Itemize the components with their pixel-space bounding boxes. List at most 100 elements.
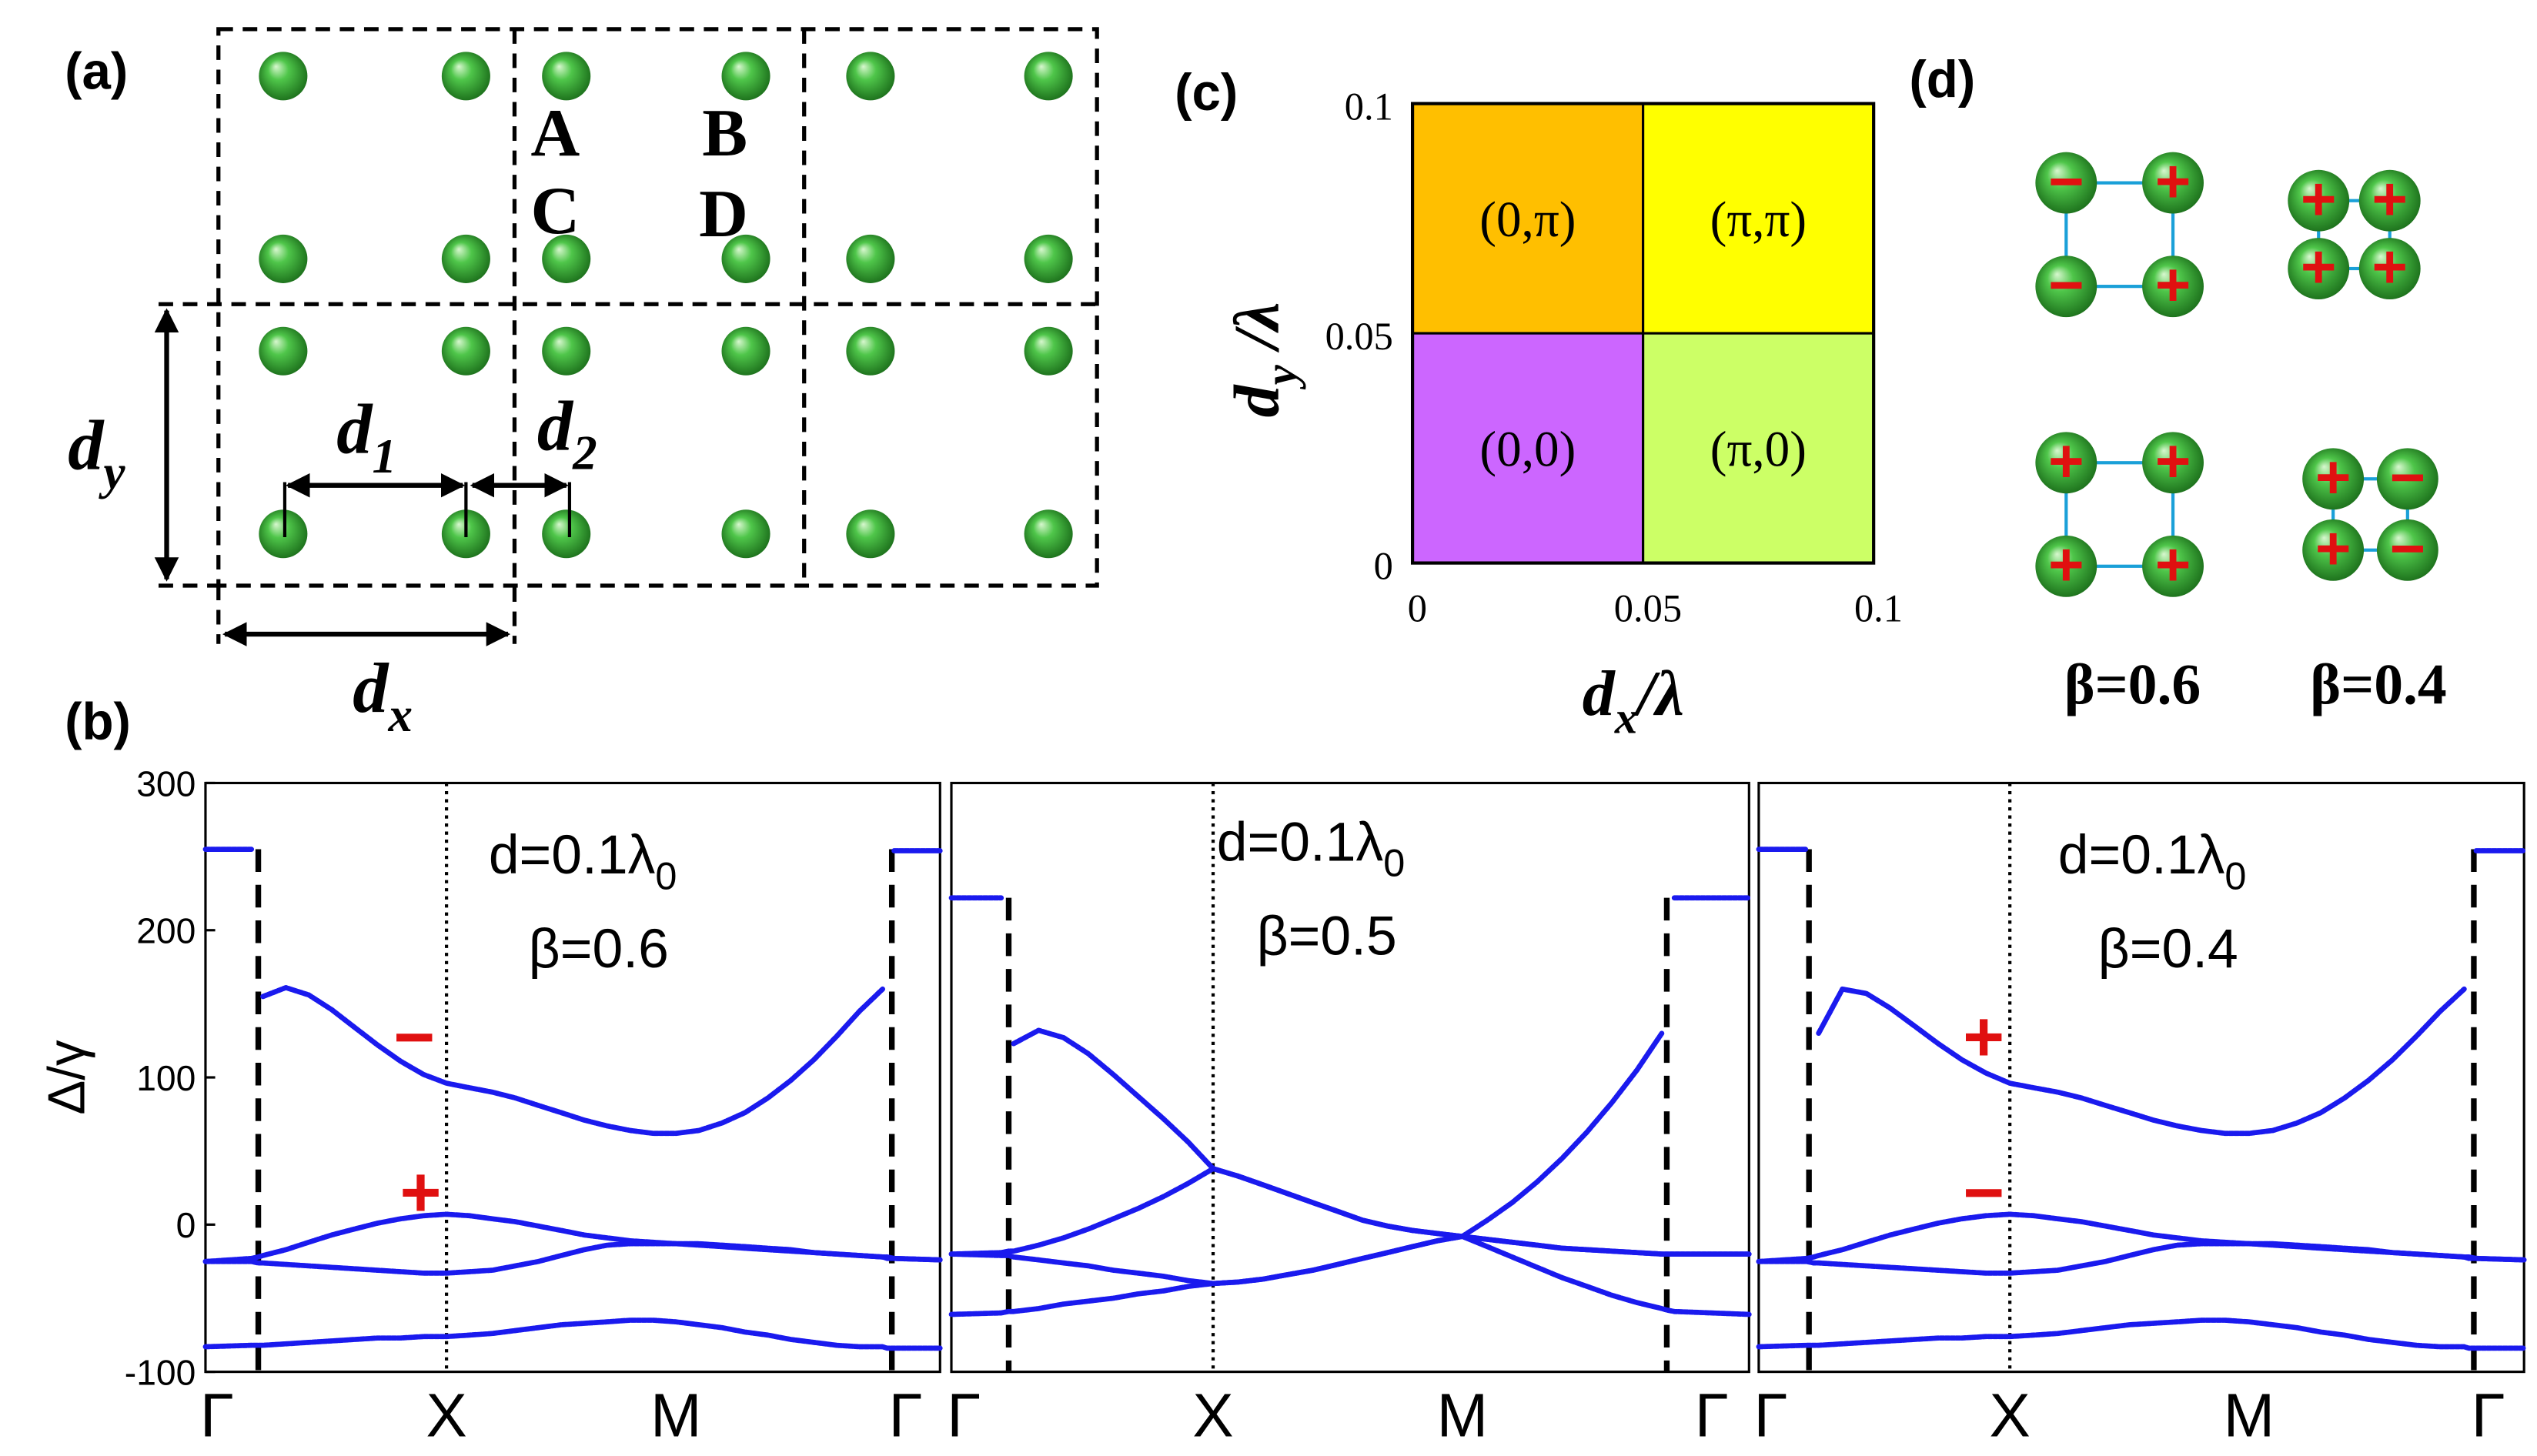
phase-region [1642,102,1875,335]
band-line [1756,1317,2527,1351]
phase-region [1642,332,1875,565]
site-sphere [2035,255,2097,318]
x-tick-label: 0 [1408,586,1427,629]
dimension-sub: y [99,446,126,499]
site-sphere [2376,519,2438,581]
annotation-main: d=0.1λ [2058,824,2225,886]
x-axis-label-rest: /λ [1633,658,1684,730]
dimension-label: d2 [537,387,597,479]
bond [2064,461,2175,568]
sign-label: + [2315,514,2351,583]
x-tick-label: X [1192,1381,1233,1450]
site-sphere [846,234,895,283]
region-label: (π,0) [1710,422,1807,477]
site-sphere [2035,432,2097,494]
band-line [202,1241,943,1276]
site-sphere [2142,535,2204,597]
band-line [1756,847,2527,1137]
site-sphere [721,326,770,376]
annotation: d=0.1λ0 [489,824,677,897]
site-sphere [2302,448,2365,510]
region-label: (0,0) [1479,422,1576,477]
sign-label: + [2048,530,2084,599]
y-tick-label: 0.05 [1325,315,1393,358]
sign-label: + [2155,250,2191,319]
x-tick-label: Γ [2472,1381,2505,1450]
dimension-label: d1 [336,391,396,483]
beta-label: β=0.6 [2064,653,2201,716]
sign-label: − [2048,147,2084,215]
annotation-sub: 0 [2224,853,2246,897]
y-axis-label-rest: /λ [1222,302,1293,366]
x-axis-label: dx/λ [1583,658,1684,743]
phase-diagram: (0,π) (π,π)(0,0) (π,0)0 0.05 0.100.050.1dx/λ… [1222,85,1903,743]
y-tick-label: 300 [136,763,196,803]
site-sphere [2376,448,2438,510]
x-tick-label: 0.05 [1614,586,1682,629]
sign-label: − [1963,1152,2004,1232]
sign-label: + [2301,165,2337,233]
band-plot: Γ X M Γd=0.1λ0 β=0.5 [947,781,1752,1450]
dimension-sub: x [387,688,413,742]
site-sphere [1024,234,1073,283]
sign-label: + [2315,443,2351,512]
dimension-arrows [154,308,572,646]
x-tick-label: Γ [889,1381,923,1450]
sign-patterns: − +− ++ ++ +β=0.6+ ++ ++ −+ −β=0.4 [2035,147,2447,716]
band-line [1756,1241,2527,1276]
annotation-main: d=0.1λ [1217,811,1384,873]
x-axis-label-main: d [1583,658,1616,730]
y-axis-label: dy /λ [1222,302,1307,418]
bond [2064,181,2175,289]
bond [2317,199,2392,271]
panel-label: (c) [1175,64,1238,122]
site-sphere [441,326,490,376]
band-line [948,1234,1752,1317]
annotation-main: d=0.1λ [489,824,656,886]
beta-label: β=0.4 [2310,653,2447,716]
sign-label: + [2301,232,2337,301]
panel-label: (b) [65,693,131,751]
dimension-sub: 1 [372,429,396,483]
site-sphere [441,234,490,283]
x-tick-label: X [426,1381,466,1450]
dimension-main: d [537,387,574,466]
sign-label: + [2155,530,2191,599]
y-tick-label: 200 [136,911,196,951]
site-sphere [2302,519,2365,581]
x-tick-label: M [2224,1381,2275,1450]
site-sphere [2142,255,2204,318]
molecule: − + − + [2035,147,2204,319]
region-label: (π,π) [1710,192,1807,248]
y-tick-label: 100 [136,1058,196,1098]
sign-label: − [2390,443,2426,512]
site-sphere [846,326,895,376]
site-sphere [846,509,895,559]
plot-frame [204,781,941,1374]
panel-label: (a) [65,43,128,101]
site-sphere [2288,238,2350,299]
site-label: D [699,176,748,252]
beta-label: β=0.5 [1257,905,1397,967]
x-tick-label: Γ [1753,1381,1787,1450]
y-tick-label: 0 [1374,545,1393,588]
band-line [202,1317,943,1351]
site-label: C [530,173,580,249]
dimension-labels: dy d1 d2 dx [68,387,597,742]
x-tick-label: 0.1 [1854,586,1903,629]
sign-label: − [2048,250,2084,319]
site-sphere [2142,152,2204,214]
site-sphere [542,509,591,559]
band-plot: Γ X M Γd=0.1λ0 β=0.4 + − [1753,781,2527,1450]
panel-label: (d) [1909,51,1975,109]
sign-label: + [400,1152,442,1232]
x-tick-label: Γ [1695,1381,1729,1450]
lattice-sites [259,52,1073,559]
dimension-main: d [353,650,389,728]
phase-region [1411,332,1645,565]
x-tick-label: M [1437,1381,1489,1450]
site-sphere [2358,169,2421,232]
x-tick-label: Γ [947,1381,981,1450]
site-sphere [259,234,308,283]
